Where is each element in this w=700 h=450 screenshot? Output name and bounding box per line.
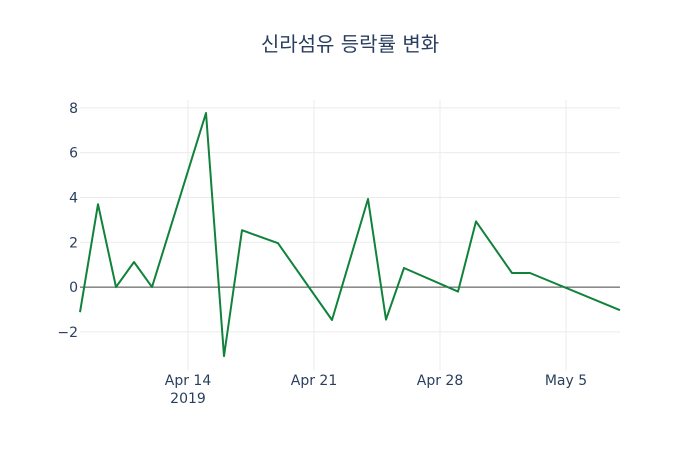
y-tick-label: 0 <box>69 280 78 296</box>
y-tick-label: −2 <box>57 325 78 341</box>
x-gridlines <box>187 100 567 370</box>
data-series <box>79 112 621 358</box>
x-axis: Apr 14 2019 Apr 21 Apr 28 May 5 <box>165 373 587 407</box>
series-line <box>79 112 621 358</box>
x-tick-label: Apr 21 <box>291 373 337 389</box>
y-axis: −2 0 2 4 6 8 <box>57 101 78 341</box>
y-gridlines <box>80 107 620 333</box>
y-tick-label: 6 <box>69 146 78 162</box>
y-tick-label: 4 <box>69 190 78 206</box>
y-tick-label: 8 <box>69 101 78 117</box>
x-tick-label: Apr 14 <box>165 373 212 389</box>
y-tick-label: 2 <box>69 235 78 251</box>
chart-title: 신라섬유 등락률 변화 <box>260 32 440 56</box>
x-tick-label: May 5 <box>545 373 587 389</box>
x-tick-label: Apr 28 <box>417 373 463 389</box>
x-tick-year-label: 2019 <box>170 391 206 407</box>
